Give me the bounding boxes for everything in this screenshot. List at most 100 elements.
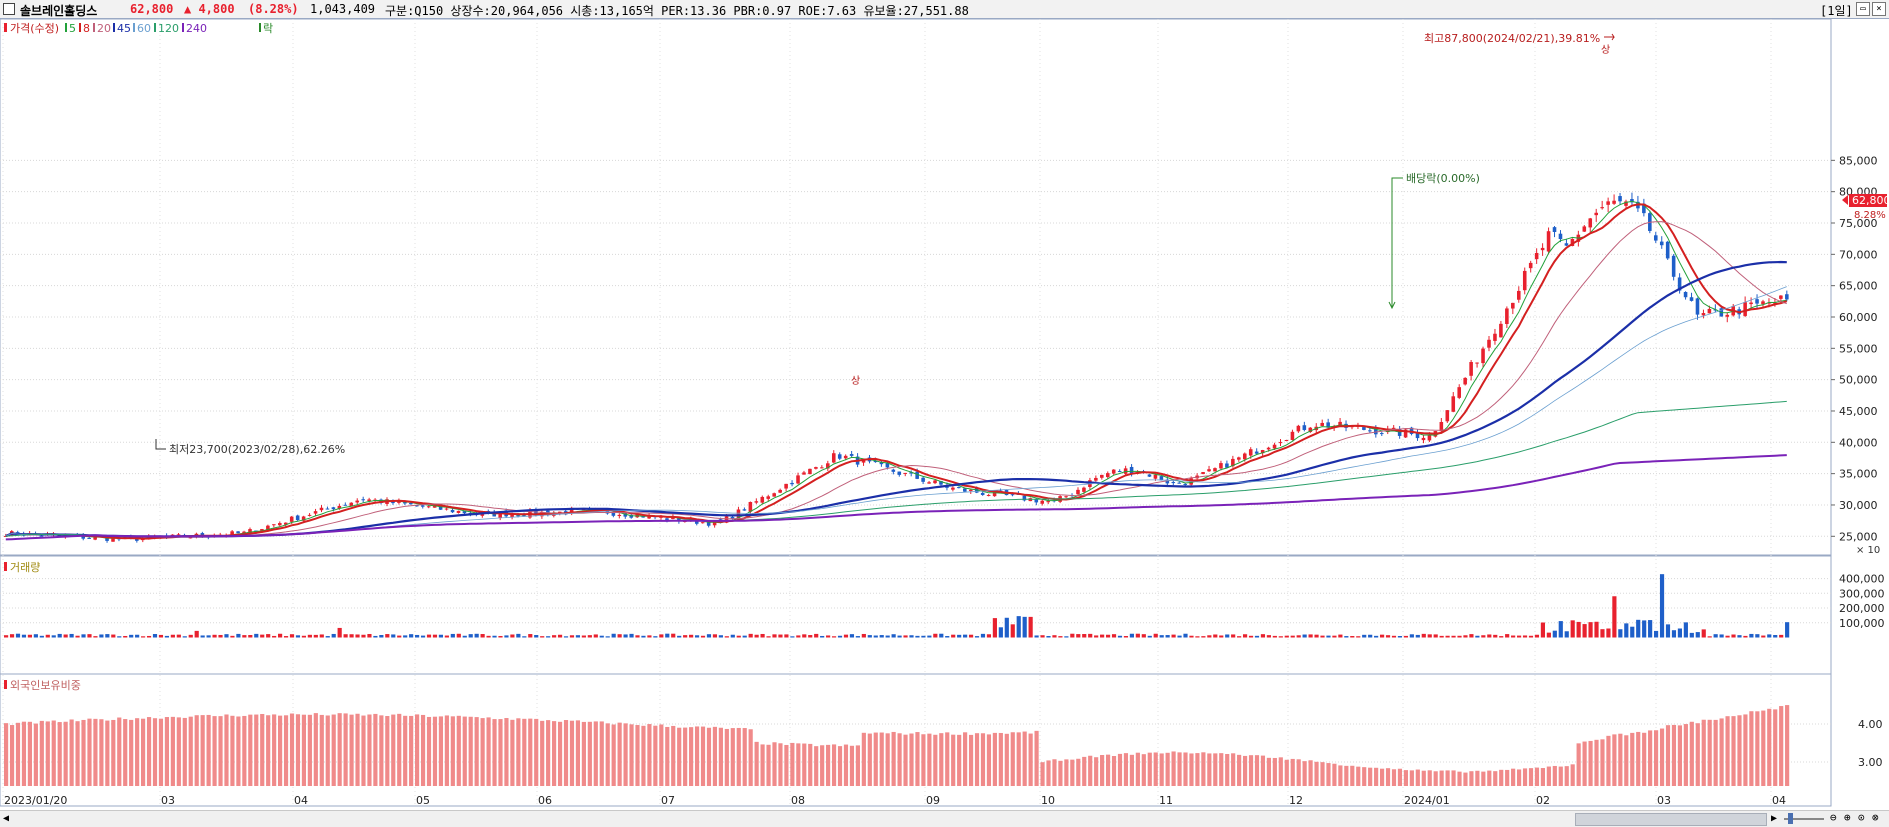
volume-bar [1338, 634, 1343, 638]
candle-body [897, 471, 902, 475]
foreign-bar [325, 715, 330, 786]
foreign-bar [1338, 765, 1343, 786]
volume-bar [980, 633, 986, 638]
volume-bar [307, 634, 312, 638]
candle-body [909, 472, 913, 474]
upper-limit-mark-1: 상 [1601, 44, 1610, 56]
foreign-bar [1362, 767, 1367, 786]
foreign-bar [1171, 751, 1176, 786]
candle-body [1600, 207, 1604, 209]
foreign-bar [1350, 765, 1355, 786]
candle-body [730, 516, 735, 519]
foreign-bar [1522, 768, 1528, 786]
volume-bar [403, 635, 408, 638]
foreign-bar [69, 719, 74, 786]
foreign-bar [63, 721, 68, 786]
volume-bar [1082, 634, 1087, 638]
foreign-bar [569, 720, 575, 786]
foreign-bar [939, 733, 944, 786]
foreign-bar [272, 714, 277, 786]
foreign-bar [909, 733, 914, 786]
candle-body [200, 533, 205, 537]
volume-bar [57, 633, 62, 638]
period-label[interactable]: [1일] [1820, 4, 1853, 18]
zoom-in-icon[interactable]: ⊕ [1844, 811, 1851, 824]
foreign-bar [784, 744, 789, 786]
foreign-bar [1719, 718, 1724, 786]
volume-bar [1582, 624, 1587, 638]
volume-bar [343, 634, 348, 638]
candle-body [1469, 362, 1473, 376]
foreign-bar [21, 721, 27, 786]
volume-bar [617, 634, 622, 638]
scroll-thumb[interactable] [1575, 813, 1767, 826]
foreign-bar [1302, 761, 1307, 786]
volume-bar [1606, 628, 1611, 638]
foreign-bar [1743, 714, 1748, 786]
foreign-bar [182, 717, 187, 786]
candle-body [266, 525, 270, 530]
select-checkbox[interactable] [3, 3, 15, 15]
volume-bar [379, 635, 384, 638]
horizontal-scrollbar[interactable]: ◀ ▶ ⊖ ⊕ ⊙ ⊗ [0, 810, 1889, 827]
candle-body [1481, 348, 1485, 364]
price-tag-pct: 8.28% [1854, 210, 1886, 221]
candle-body [891, 469, 896, 472]
price-tick-label: 70,000 [1839, 248, 1878, 261]
volume-bar [1516, 635, 1522, 638]
candle-body [355, 500, 360, 503]
x-tick-label: 07 [661, 794, 675, 807]
volume-bar [45, 634, 50, 638]
zoom-fit-icon[interactable]: ⊗ [1872, 811, 1879, 824]
zoom-slider[interactable] [1784, 812, 1824, 825]
candle-body [1368, 430, 1372, 432]
volume-bar [397, 635, 402, 638]
volume-bar [1761, 635, 1766, 638]
candle-body [230, 531, 234, 536]
foreign-bar [355, 713, 360, 786]
volume-bar [1391, 635, 1397, 638]
foreign-bar [641, 725, 646, 786]
candle-body [1511, 302, 1515, 309]
restore-icon[interactable]: ▭ [1856, 2, 1870, 16]
candle-body [1266, 447, 1271, 450]
foreign-bar [1010, 732, 1015, 786]
scroll-right-icon[interactable]: ▶ [1771, 813, 1778, 824]
candle-body [1761, 301, 1765, 305]
volume-bar [1195, 636, 1200, 638]
volume-bar [1403, 635, 1408, 638]
foreign-bar [278, 715, 283, 786]
zoom-reset-icon[interactable]: ⊙ [1858, 811, 1865, 824]
volume-bar [1719, 634, 1724, 638]
candle-body [1046, 501, 1050, 503]
foreign-bar [522, 718, 527, 786]
foreign-bar [1147, 752, 1152, 786]
volume-bar [1564, 631, 1569, 638]
volume-bar [909, 635, 914, 638]
volume-bar [266, 634, 271, 638]
candle-body [1010, 494, 1015, 496]
foreign-bar [1374, 767, 1379, 786]
price-tick-label: 85,000 [1839, 154, 1878, 167]
volume-bar [1779, 634, 1784, 638]
x-tick-label: 03 [161, 794, 175, 807]
candle-body [1362, 427, 1366, 430]
volume-bar [474, 633, 479, 638]
foreign-bar [1463, 772, 1468, 786]
candle-body [426, 506, 431, 508]
foreign-bar [1552, 765, 1557, 786]
low-annotation: 최저23,700(2023/02/28),62.26% [155, 439, 345, 456]
candle-body [1767, 302, 1771, 304]
zoom-out-icon[interactable]: ⊖ [1830, 811, 1837, 824]
legend-ma5: 5 [69, 22, 76, 35]
pane-frames [0, 19, 1832, 807]
volume-bar [1260, 634, 1266, 638]
foreign-bar [1487, 770, 1492, 786]
volume-bar [1231, 634, 1236, 638]
header-bar: 솔브레인홀딩스 62,800 ▲ 4,800 (8.28%) 1,043,409… [0, 0, 1889, 19]
close-icon[interactable]: × [1872, 2, 1886, 16]
foreign-bar [224, 714, 229, 786]
scroll-left-icon[interactable]: ◀ [3, 813, 10, 824]
foreign-bar [283, 715, 289, 786]
volume-bar [1642, 620, 1647, 638]
